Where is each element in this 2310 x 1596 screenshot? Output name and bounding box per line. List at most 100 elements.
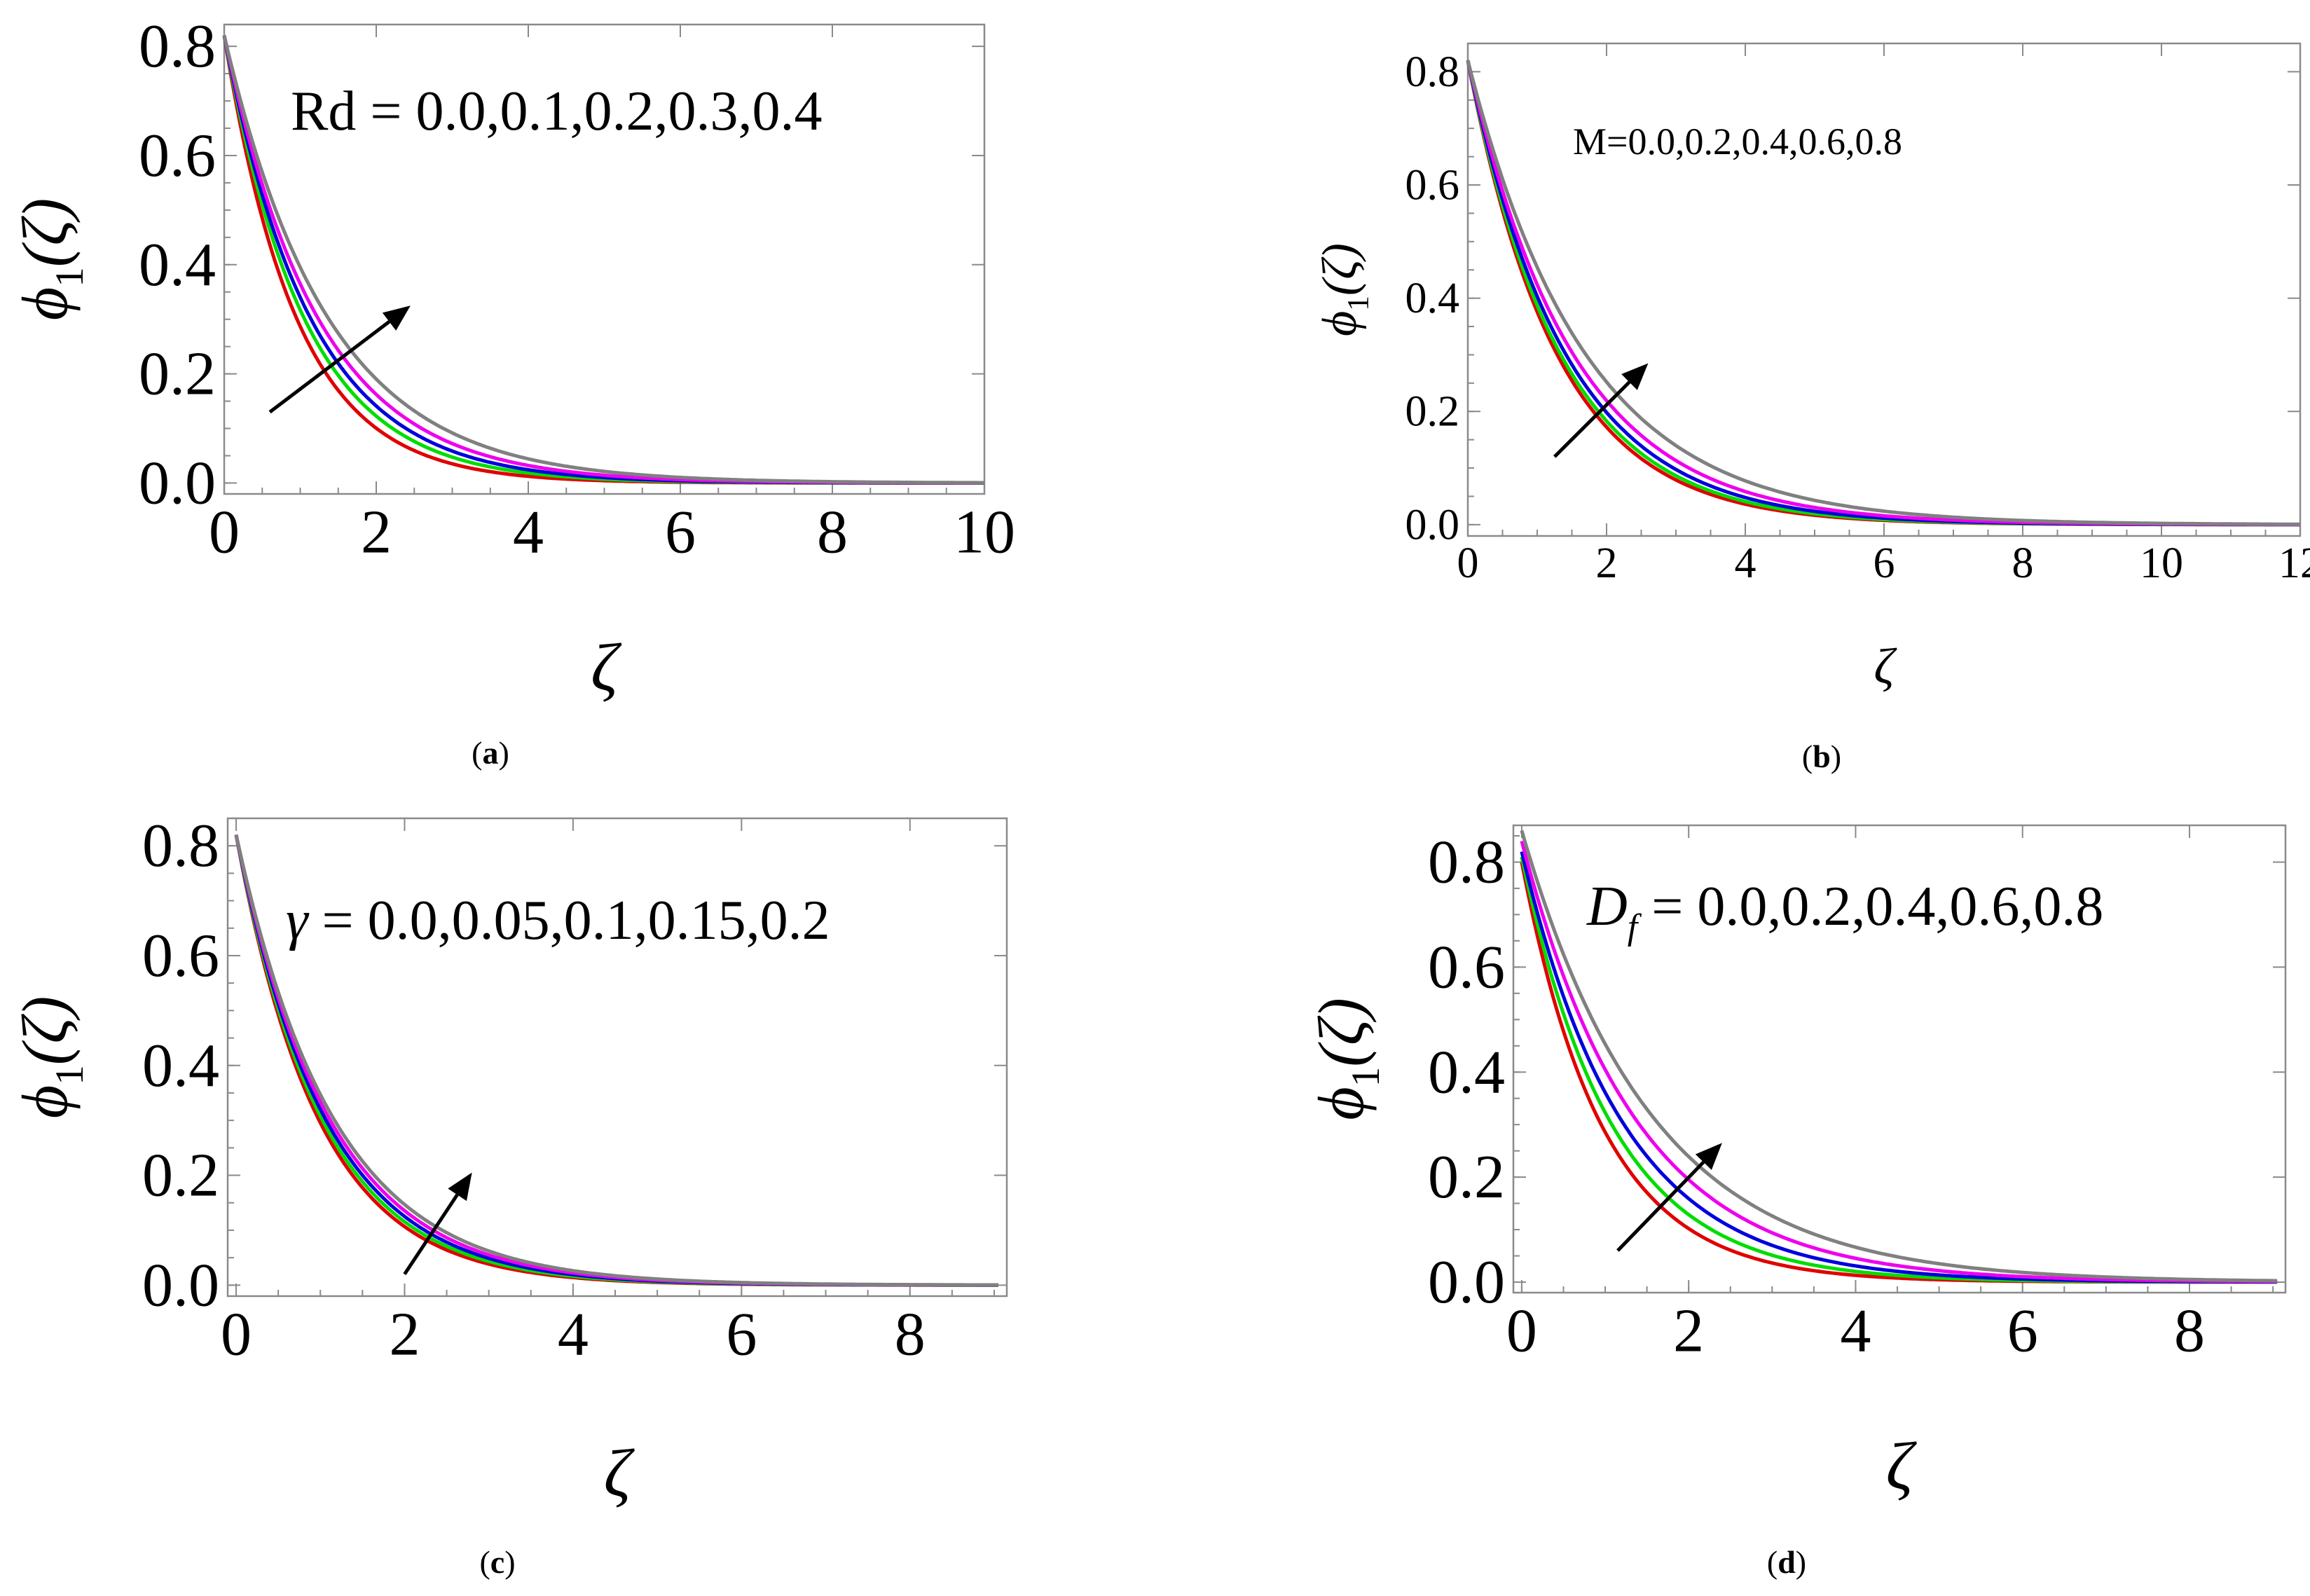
caption-letter: a [483, 735, 499, 771]
y-label-argument: (ζ) [9, 996, 81, 1066]
chart-panel-b: 0 2 4 6 8 10 12 0.0 0.2 0.4 0.6 0.8 M=0.0,0.2,0.4,0.… [1313, 42, 2310, 774]
y-tick-label: 0.4 [1405, 275, 1460, 322]
x-tick-label: 10 [954, 499, 1015, 567]
y-label-subscript: 1 [1344, 1067, 1388, 1087]
series-line-5 [1520, 830, 2278, 1283]
y-tick-label: 0.6 [1405, 161, 1460, 209]
x-tick-label: 6 [665, 499, 696, 567]
x-tick-label: 12 [2278, 539, 2310, 587]
y-tick-label: 0.6 [139, 122, 216, 190]
trend-arrow-head [1621, 363, 1649, 390]
caption-paren-close: ) [1796, 1544, 1806, 1580]
y-label-argument: (ζ) [1313, 243, 1367, 296]
y-label-subscript: 1 [48, 267, 92, 287]
y-tick-label: 0.6 [1428, 933, 1505, 1001]
y-tick-label: 0.4 [139, 231, 216, 299]
y-tick-label: 0.2 [1428, 1143, 1505, 1211]
y-axis-label: ϕ1(ζ) [9, 996, 92, 1119]
y-tick-label: 0.0 [1428, 1248, 1505, 1316]
x-tick-label: 0 [221, 1301, 252, 1369]
caption-letter: b [1813, 738, 1831, 774]
caption-paren-open: ( [1767, 1544, 1778, 1580]
series-line-5 [1466, 60, 2300, 526]
y-axis-label: ϕ1(ζ) [1313, 243, 1375, 336]
series-line-4 [1520, 840, 2278, 1284]
x-tick-label: 4 [1840, 1298, 1871, 1365]
y-tick-label: 0.2 [1405, 388, 1460, 436]
trend-arrow-head [448, 1172, 472, 1202]
x-tick-label: 6 [726, 1301, 757, 1369]
y-tick-label: 0.8 [1405, 48, 1460, 96]
x-tick-label: 8 [2012, 539, 2034, 587]
chart-panel-d: 0 2 4 6 8 0.0 0.2 0.4 0.6 0.8 Df = 0.0,0.2,0.4,0.6… [1305, 824, 2287, 1580]
panel-caption: (b) [1802, 738, 1841, 774]
panel-caption: (c) [479, 1544, 515, 1580]
trend-arrow-shaft [268, 320, 391, 414]
parameter-annotation: Df = 0.0,0.2,0.4,0.6,0.8 [1586, 876, 2103, 947]
plot-frame [1466, 42, 2302, 537]
x-tick-label: 8 [817, 499, 848, 567]
y-tick-label: 0.8 [1428, 829, 1505, 897]
x-tick-label: 2 [1596, 539, 1618, 587]
y-label-subscript: 1 [48, 1065, 92, 1085]
x-tick-label: 0 [209, 499, 240, 567]
y-label-argument: (ζ) [9, 198, 81, 268]
plot-frame [226, 817, 1008, 1298]
annotation-symbol: γ [286, 890, 310, 951]
x-tick-label: 6 [2007, 1298, 2038, 1365]
y-label-symbol: ϕ [9, 287, 81, 321]
panel-caption: (a) [472, 735, 509, 771]
y-tick-label: 0.0 [1405, 501, 1460, 549]
caption-paren-open: ( [479, 1544, 490, 1580]
parameter-annotation: M=0.0,0.2,0.4,0.6,0.8 [1573, 121, 1902, 163]
x-axis-label: ζ [1874, 638, 1897, 694]
trend-arrow-head [382, 305, 411, 331]
series-line-5 [234, 834, 999, 1287]
x-tick-label: 6 [1874, 539, 1895, 587]
x-tick-label: 2 [1673, 1298, 1704, 1365]
x-tick-label: 0 [1457, 539, 1479, 587]
y-tick-label: 0.2 [142, 1142, 219, 1210]
x-axis-label: ζ [1886, 1429, 1918, 1504]
parameter-annotation: Rd = 0.0,0.1,0.2,0.3,0.4 [291, 81, 822, 142]
caption-letter: c [490, 1544, 504, 1580]
caption-letter: d [1778, 1544, 1796, 1580]
annotation-symbol: D [1586, 876, 1628, 937]
caption-paren-close: ) [1831, 738, 1841, 774]
trend-arrow-shaft [403, 1193, 459, 1276]
x-tick-label: 4 [513, 499, 544, 567]
caption-paren-open: ( [1802, 738, 1813, 774]
x-tick-label: 4 [1735, 539, 1756, 587]
y-tick-label: 0.8 [142, 812, 219, 880]
y-axis-label: ϕ1(ζ) [9, 198, 92, 321]
x-tick-label: 4 [558, 1301, 589, 1369]
x-tick-label: 10 [2140, 539, 2183, 587]
chart-panel-a: 0 2 4 6 8 10 0.0 0.2 0.4 0.6 0.8 Rd = 0.0,0.1,0.2,0… [9, 13, 1015, 771]
parameter-annotation: γ = 0.0,0.05,0.1,0.15,0.2 [286, 890, 830, 951]
y-axis-label: ϕ1(ζ) [1305, 998, 1388, 1120]
x-tick-label: 8 [2174, 1298, 2205, 1365]
y-label-symbol: ϕ [1313, 311, 1367, 336]
x-tick-label: 2 [389, 1301, 420, 1369]
trend-arrow-head [1695, 1143, 1722, 1170]
y-tick-label: 0.6 [142, 922, 219, 990]
y-label-symbol: ϕ [1305, 1087, 1377, 1120]
y-label-subscript: 1 [1342, 296, 1375, 311]
caption-paren-open: ( [472, 735, 482, 771]
y-label-symbol: ϕ [9, 1085, 81, 1119]
trend-arrow-shaft [1616, 1160, 1705, 1252]
x-axis-label: ζ [604, 1436, 635, 1511]
y-tick-label: 0.4 [142, 1032, 219, 1100]
x-axis-label: ζ [591, 630, 622, 705]
x-tick-label: 8 [895, 1301, 926, 1369]
annotation-values: = 0.0,0.05,0.1,0.15,0.2 [308, 890, 830, 951]
y-tick-label: 0.0 [142, 1251, 219, 1319]
caption-paren-close: ) [504, 1544, 515, 1580]
y-label-argument: (ζ) [1305, 998, 1377, 1067]
trend-arrow-shaft [1553, 380, 1631, 458]
y-tick-label: 0.0 [139, 449, 216, 517]
caption-paren-close: ) [499, 735, 509, 771]
annotation-values: = 0.0,0.2,0.4,0.6,0.8 [1637, 876, 2103, 937]
y-tick-label: 0.2 [139, 340, 216, 408]
